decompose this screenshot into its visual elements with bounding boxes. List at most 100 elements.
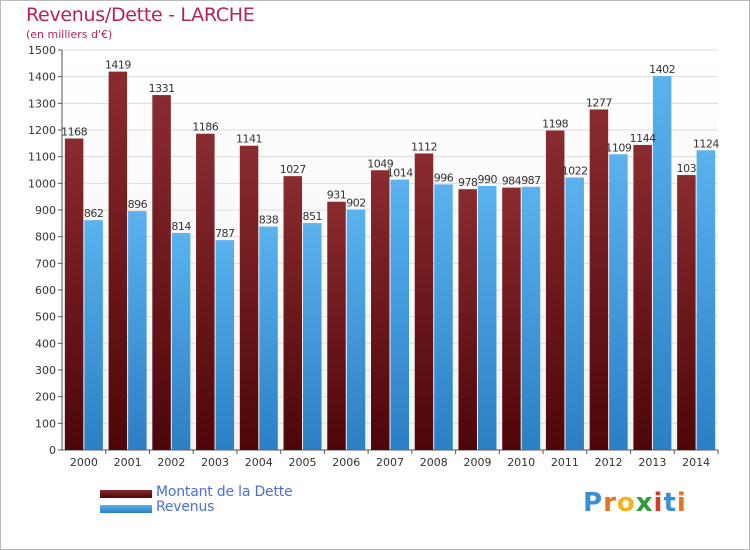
bar-dette bbox=[502, 187, 521, 450]
x-tick-label: 2008 bbox=[420, 456, 448, 469]
grid bbox=[62, 49, 718, 451]
x-tick-label: 2003 bbox=[201, 456, 229, 469]
data-label: 1186 bbox=[192, 121, 218, 134]
logo-letter: r bbox=[603, 488, 617, 518]
data-label: 931 bbox=[327, 189, 347, 202]
data-label: 862 bbox=[84, 207, 104, 220]
y-tick-label: 0 bbox=[49, 444, 56, 457]
data-label: 1168 bbox=[61, 126, 87, 139]
data-label: 103 bbox=[677, 162, 697, 175]
data-label: 1402 bbox=[649, 63, 675, 76]
x-tick-label: 2005 bbox=[289, 456, 317, 469]
bar-revenus bbox=[171, 232, 191, 450]
y-tick-label: 400 bbox=[35, 337, 56, 350]
axes: 0 100 200 300 400 500 600 700 800 900 1000 1100 1200… bbox=[28, 44, 719, 469]
data-label: 1198 bbox=[542, 118, 568, 131]
y-tick-label: 1100 bbox=[28, 151, 56, 164]
data-label: 978 bbox=[458, 176, 478, 189]
data-labels: 1168 862 1419 896 1331 814 1186 787 1141 838 1027 8… bbox=[61, 59, 720, 241]
y-tick-label: 200 bbox=[35, 391, 56, 404]
logo-letter: o bbox=[616, 488, 636, 518]
x-tick-label: 2013 bbox=[638, 456, 666, 469]
legend-label-dette: Montant de la Dette bbox=[156, 484, 293, 500]
data-label: 1027 bbox=[280, 163, 306, 176]
data-label: 1419 bbox=[105, 59, 131, 72]
logo-letter: i bbox=[676, 488, 687, 518]
chart-title: Revenus/Dette - LARCHE bbox=[26, 4, 255, 26]
y-tick-label: 100 bbox=[35, 417, 56, 430]
y-tick-label: 1500 bbox=[28, 44, 56, 57]
bar-dette bbox=[545, 130, 565, 451]
bar-dette bbox=[283, 176, 303, 450]
bar-dette bbox=[371, 170, 390, 450]
y-tick-label: 1000 bbox=[28, 177, 56, 190]
x-tick-label: 2000 bbox=[70, 456, 98, 469]
bar-dette bbox=[196, 133, 215, 450]
chart-subtitle: (en milliers d'€) bbox=[26, 28, 113, 41]
x-tick-label: 2007 bbox=[376, 456, 404, 469]
bar-revenus bbox=[84, 220, 103, 450]
x-tick-label: 2010 bbox=[507, 456, 535, 469]
bar-dette bbox=[677, 175, 696, 451]
bar-dette bbox=[414, 153, 434, 450]
data-label: 1331 bbox=[149, 82, 175, 95]
data-label: 1049 bbox=[367, 157, 393, 170]
x-tick-label: 2001 bbox=[114, 456, 142, 469]
y-tick-label: 600 bbox=[35, 284, 56, 297]
y-tick-label: 800 bbox=[35, 231, 56, 244]
bar-revenus bbox=[346, 209, 366, 450]
data-label: 814 bbox=[171, 220, 191, 233]
y-tick-label: 1400 bbox=[28, 71, 56, 84]
data-label: 996 bbox=[434, 171, 454, 184]
data-label: 838 bbox=[259, 214, 279, 227]
bar-revenus bbox=[521, 186, 541, 451]
data-label: 851 bbox=[303, 210, 323, 223]
bar-revenus bbox=[609, 154, 628, 450]
bar-revenus bbox=[128, 211, 147, 450]
bar-revenus bbox=[652, 76, 672, 450]
y-tick-label: 900 bbox=[35, 204, 56, 217]
data-label: 787 bbox=[215, 227, 235, 240]
data-label: 987 bbox=[521, 174, 541, 187]
y-tick-label: 1300 bbox=[28, 97, 56, 110]
bar-dette bbox=[239, 145, 259, 450]
data-label: 990 bbox=[477, 173, 497, 186]
bar-dette bbox=[633, 144, 652, 450]
bar-revenus bbox=[565, 177, 584, 450]
y-tick-label: 300 bbox=[35, 364, 56, 377]
y-tick-label: 700 bbox=[35, 257, 56, 270]
bar-revenus bbox=[215, 240, 235, 450]
x-tick-label: 2006 bbox=[332, 456, 360, 469]
bar-dette bbox=[327, 201, 346, 450]
bar-revenus bbox=[696, 150, 716, 450]
x-tick-label: 2009 bbox=[463, 456, 491, 469]
legend-swatch-dette bbox=[100, 490, 152, 498]
legend-swatch-revenus bbox=[100, 505, 152, 513]
data-label: 1124 bbox=[693, 137, 719, 150]
data-label: 896 bbox=[128, 198, 148, 211]
data-label: 902 bbox=[346, 196, 366, 209]
data-label: 1022 bbox=[562, 164, 588, 177]
bar-dette bbox=[108, 71, 128, 450]
x-tick-label: 2014 bbox=[682, 456, 710, 469]
x-tick-label: 2004 bbox=[245, 456, 273, 469]
legend-label-revenus: Revenus bbox=[156, 499, 215, 515]
bar-revenus bbox=[390, 179, 409, 450]
bar-revenus bbox=[259, 226, 278, 450]
y-tick-label: 1200 bbox=[28, 124, 56, 137]
y-tick-label: 500 bbox=[35, 311, 56, 324]
data-label: 1141 bbox=[236, 133, 262, 146]
data-label: 1144 bbox=[630, 132, 656, 145]
data-label: 984 bbox=[502, 175, 522, 188]
x-tick-label: 2011 bbox=[551, 456, 579, 469]
data-label: 1109 bbox=[605, 141, 631, 154]
plot-area bbox=[62, 50, 718, 450]
bar-revenus bbox=[303, 223, 322, 450]
proxiti-logo: Proxiti bbox=[583, 488, 687, 518]
bar-dette bbox=[458, 189, 477, 450]
x-tick-label: 2012 bbox=[595, 456, 623, 469]
data-label: 1112 bbox=[411, 140, 437, 153]
bars bbox=[64, 71, 716, 451]
bar-dette bbox=[64, 138, 84, 451]
